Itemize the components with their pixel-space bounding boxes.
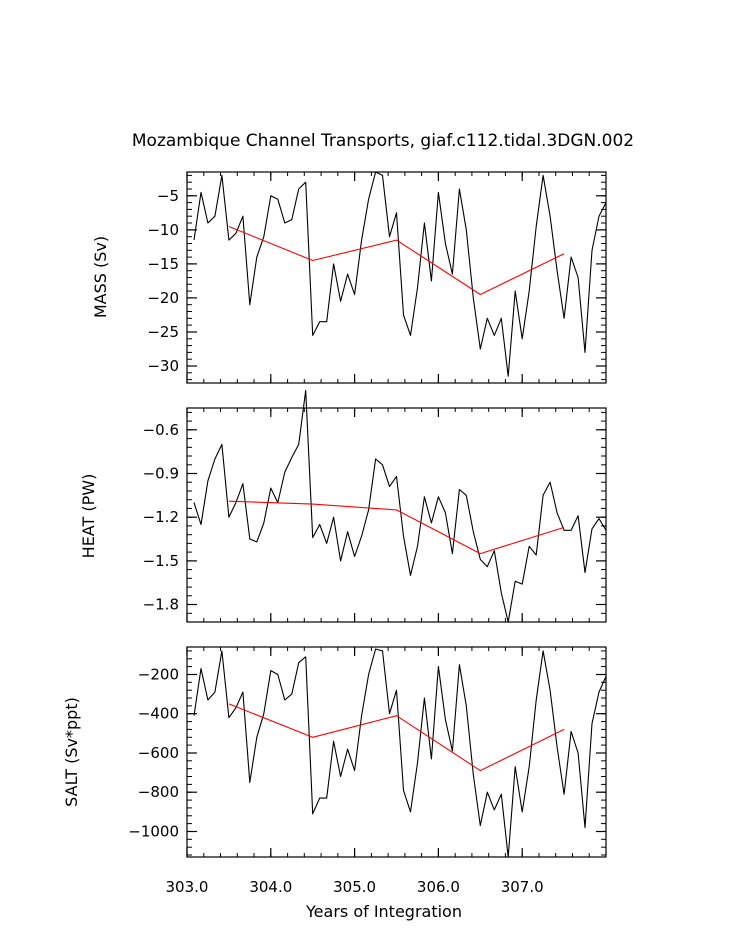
- plot-frame-salt: [186, 646, 607, 858]
- y-tick-label-heat: −0.9: [143, 465, 179, 483]
- panel-mass: MASS (Sv) −5 −10 −15 −20 −25 −30: [91, 171, 607, 384]
- x-tick-label: 304.0: [249, 878, 292, 896]
- y-tick-label-heat: −1.8: [143, 596, 179, 614]
- x-tick-label: 307.0: [501, 878, 544, 896]
- y-tick-label-mass: −15: [147, 255, 179, 273]
- y-axis-label-salt: SALT (Sv*ppt): [62, 697, 81, 807]
- y-tick-label-heat: −1.2: [143, 508, 179, 526]
- y-tick-label-mass: −30: [147, 357, 179, 375]
- series-line-annual-mass: [193, 171, 607, 377]
- series-line-mean-heat: [228, 500, 565, 555]
- y-tick-label-salt: −800: [138, 783, 179, 801]
- x-tick-label: 305.0: [333, 878, 376, 896]
- y-tick-label-heat: −0.6: [143, 421, 179, 439]
- plot-frame-mass: [186, 171, 607, 384]
- series-line-mean-salt: [228, 703, 565, 772]
- y-tick-label-mass: −20: [147, 289, 179, 307]
- y-tick-label-salt: −1000: [128, 823, 179, 841]
- x-tick-label: 306.0: [417, 878, 460, 896]
- y-tick-label-salt: −200: [138, 666, 179, 684]
- x-tick-label: 303.0: [166, 878, 209, 896]
- chart-title: Mozambique Channel Transports, giaf.c112…: [132, 131, 634, 151]
- y-tick-label-heat: −1.5: [143, 552, 179, 570]
- y-tick-label-salt: −400: [138, 705, 179, 723]
- panel-heat: HEAT (PW) −0.6 −0.9 −1.2 −1.5 −1.8: [79, 389, 607, 623]
- y-tick-label-mass: −5: [157, 187, 179, 205]
- panel-salt: SALT (Sv*ppt) −200 −400 −600 −800 −1000: [62, 646, 607, 858]
- y-tick-label-mass: −25: [147, 323, 179, 341]
- y-axis-label-mass: MASS (Sv): [91, 236, 110, 318]
- series-line-mean-mass: [228, 225, 565, 296]
- y-tick-label-mass: −10: [147, 221, 179, 239]
- series-line-annual-salt: [193, 648, 607, 858]
- y-axis-label-heat: HEAT (PW): [79, 474, 98, 559]
- x-axis-label: Years of Integration: [305, 902, 462, 921]
- y-tick-label-salt: −600: [138, 744, 179, 762]
- series-line-annual-heat: [193, 389, 607, 623]
- plot-frame-heat: [186, 407, 607, 623]
